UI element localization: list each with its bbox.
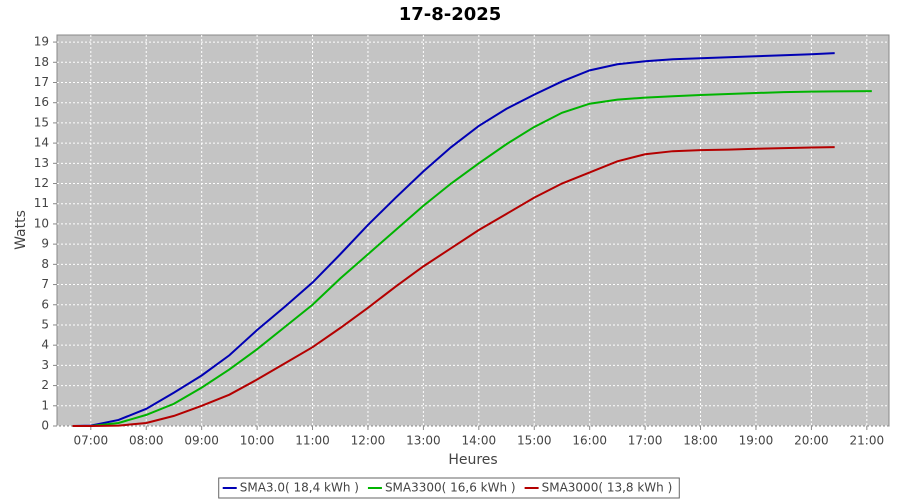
y-tick-label: 14	[34, 136, 49, 150]
y-tick-label: 4	[41, 338, 49, 352]
y-tick-label: 6	[41, 297, 49, 311]
series-line	[72, 52, 835, 427]
legend-label: SMA3000( 13,8 kWh )	[542, 481, 673, 495]
y-tick-label: 3	[41, 358, 49, 372]
x-tick-label: 21:00	[850, 434, 885, 448]
legend-box	[218, 477, 680, 499]
y-tick-label: 1	[41, 398, 49, 412]
y-tick-label: 15	[34, 115, 49, 129]
chart-title: 17-8-2025	[399, 4, 502, 25]
x-tick-label: 17:00	[628, 434, 663, 448]
y-tick-label: 9	[41, 237, 49, 251]
y-tick-label: 17	[34, 75, 49, 89]
y-tick-label: 10	[34, 216, 49, 230]
y-axis-label: Watts	[13, 210, 29, 250]
x-tick-label: 11:00	[295, 434, 330, 448]
x-tick-label: 09:00	[184, 434, 219, 448]
y-tick-label: 19	[34, 35, 49, 49]
y-tick-label: 8	[41, 257, 49, 271]
series-line	[72, 146, 835, 427]
y-tick-label: 2	[41, 378, 49, 392]
x-tick-label: 12:00	[351, 434, 386, 448]
x-tick-label: 07:00	[74, 434, 109, 448]
y-tick-label: 12	[34, 176, 49, 190]
x-tick-label: 08:00	[129, 434, 164, 448]
y-tick-label: 13	[34, 156, 49, 170]
x-tick-label: 19:00	[739, 434, 774, 448]
x-tick-label: 20:00	[794, 434, 829, 448]
x-tick-label: 18:00	[683, 434, 718, 448]
x-tick-label: 15:00	[517, 434, 552, 448]
y-tick-label: 16	[34, 95, 49, 109]
y-tick-label: 11	[34, 196, 49, 210]
x-tick-label: 14:00	[462, 434, 497, 448]
legend-label: SMA3300( 16,6 kWh )	[385, 481, 516, 495]
x-tick-label: 10:00	[240, 434, 275, 448]
plot-area	[56, 34, 890, 427]
x-tick-label: 16:00	[572, 434, 607, 448]
series-line	[72, 90, 872, 427]
y-tick-label: 7	[41, 277, 49, 291]
y-tick-label: 0	[41, 419, 49, 433]
legend-label: SMA3.0( 18,4 kWh )	[240, 481, 359, 495]
x-axis-label: Heures	[448, 452, 497, 468]
y-tick-label: 5	[41, 317, 49, 331]
x-tick-label: 13:00	[406, 434, 441, 448]
y-tick-label: 18	[34, 55, 49, 69]
